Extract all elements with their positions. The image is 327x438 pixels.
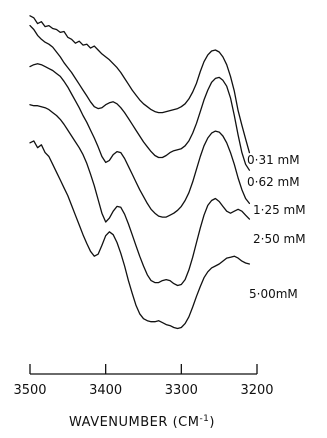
- x-tick-label-3200: 3200: [240, 383, 273, 398]
- spectrum-line-2: [29, 63, 251, 218]
- x-axis-title-superscript: -1: [199, 414, 209, 424]
- spectrum-line-4: [29, 140, 251, 330]
- x-tick-label-3400: 3400: [89, 383, 122, 398]
- x-axis-title-text: WAVENUMBER (CM: [69, 415, 199, 430]
- series-layer: [29, 15, 251, 330]
- series-label-0: 0·31 mM: [247, 153, 300, 167]
- x-tick-label-3500: 3500: [13, 383, 46, 398]
- x-axis: 3500 3400 3300 3200: [13, 364, 274, 398]
- x-axis-title-close: ): [209, 415, 215, 430]
- x-tick-label-3300: 3300: [165, 383, 198, 398]
- spectrum-line-1: [29, 24, 251, 171]
- series-label-1: 0·62 mM: [247, 175, 300, 189]
- spectrum-line-0: [29, 15, 251, 154]
- series-label-2: 1·25 mM: [253, 203, 306, 217]
- spectrum-line-3: [29, 104, 251, 287]
- x-axis-title: WAVENUMBER (CM-1): [69, 414, 215, 430]
- series-labels: 0·31 mM 0·62 mM 1·25 mM 2·50 mM 5·00mM: [247, 153, 306, 301]
- series-label-3: 2·50 mM: [253, 232, 306, 246]
- series-label-4: 5·00mM: [249, 287, 298, 301]
